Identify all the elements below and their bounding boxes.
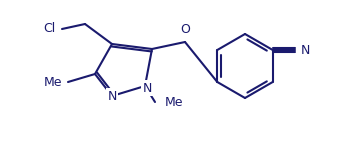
Text: N: N bbox=[107, 90, 117, 103]
Text: Cl: Cl bbox=[42, 22, 54, 36]
Text: Me: Me bbox=[43, 75, 62, 89]
Text: N: N bbox=[142, 82, 152, 94]
Text: Cl: Cl bbox=[44, 22, 56, 36]
Text: Me: Me bbox=[165, 95, 184, 108]
Text: Me: Me bbox=[42, 75, 60, 89]
Text: Me: Me bbox=[165, 95, 184, 108]
Text: O: O bbox=[180, 23, 190, 36]
Text: N: N bbox=[301, 43, 310, 56]
